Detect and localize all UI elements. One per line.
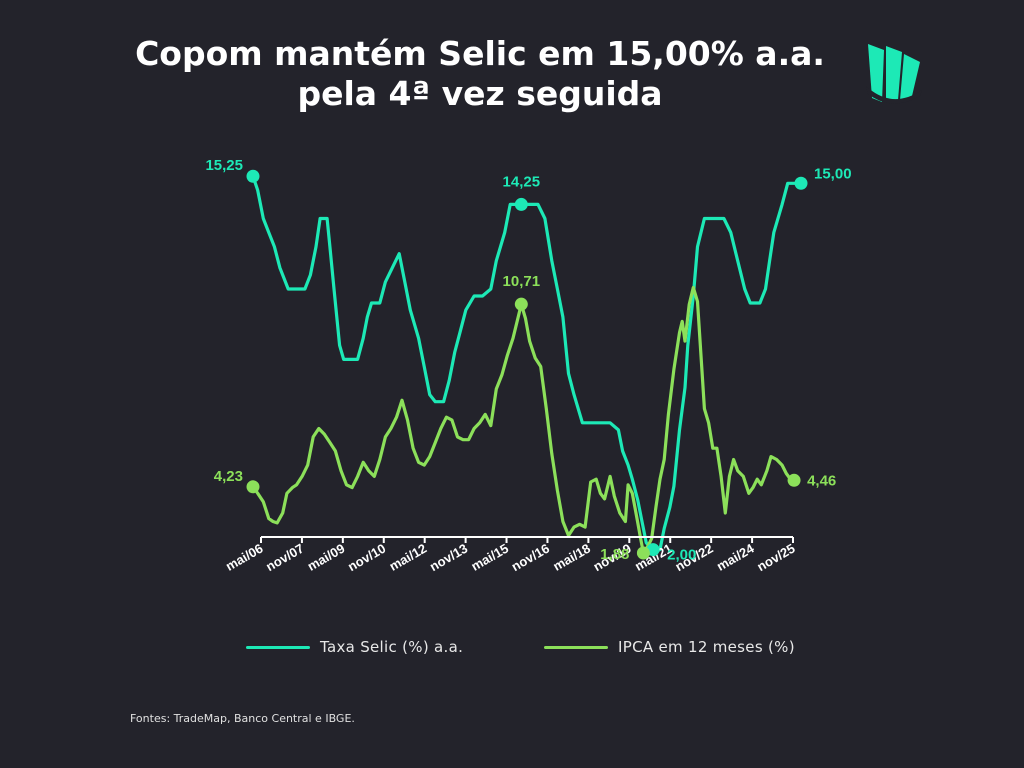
legend-swatch-ipca	[544, 645, 608, 649]
x-tick-label: nov/13	[427, 541, 470, 575]
title-line-2: pela 4ª vez seguida	[297, 74, 663, 113]
data-point-marker	[794, 176, 808, 190]
sail-logo-icon	[866, 44, 922, 104]
x-tick-label: mai/06	[223, 541, 266, 574]
x-tick-label: mai/18	[550, 541, 593, 574]
data-point-marker	[787, 473, 801, 487]
data-point-marker	[636, 546, 650, 560]
data-label: 15,25	[205, 157, 243, 174]
legend-label-ipca: IPCA em 12 meses (%)	[618, 638, 795, 656]
x-tick-label: nov/07	[263, 541, 306, 575]
data-point-marker	[514, 197, 528, 211]
data-label: 14,25	[503, 173, 541, 190]
series-line-selic	[251, 174, 803, 552]
legend-item-ipca: IPCA em 12 meses (%)	[544, 636, 795, 658]
x-tick-label: mai/15	[468, 541, 511, 574]
data-label: 4,23	[214, 468, 243, 485]
source-note: Fontes: TradeMap, Banco Central e IBGE.	[130, 712, 355, 725]
title-line-1: Copom mantém Selic em 15,00% a.a.	[135, 34, 825, 73]
data-label: 2,00	[667, 547, 696, 564]
series-line-ipca	[251, 285, 796, 555]
x-tick-label: nov/10	[345, 541, 388, 575]
chart-title: Copom mantém Selic em 15,00% a.a. pela 4…	[0, 34, 960, 114]
data-label: 10,71	[503, 273, 541, 290]
data-label: 15,00	[814, 165, 852, 182]
x-tick-label: nov/16	[509, 541, 552, 575]
data-point-marker	[246, 480, 260, 494]
data-point-marker	[514, 297, 528, 311]
x-tick-label: nov/25	[754, 541, 797, 575]
x-tick-label: mai/09	[305, 541, 348, 574]
data-point-marker	[246, 169, 260, 183]
legend-swatch-selic	[246, 645, 310, 649]
legend-item-selic: Taxa Selic (%) a.a.	[246, 636, 463, 658]
x-tick-label: mai/24	[714, 540, 757, 574]
legend-label-selic: Taxa Selic (%) a.a.	[320, 638, 464, 656]
data-label: 4,46	[807, 472, 836, 489]
x-tick-label: mai/12	[387, 541, 430, 574]
data-label: 1,88	[600, 546, 629, 563]
